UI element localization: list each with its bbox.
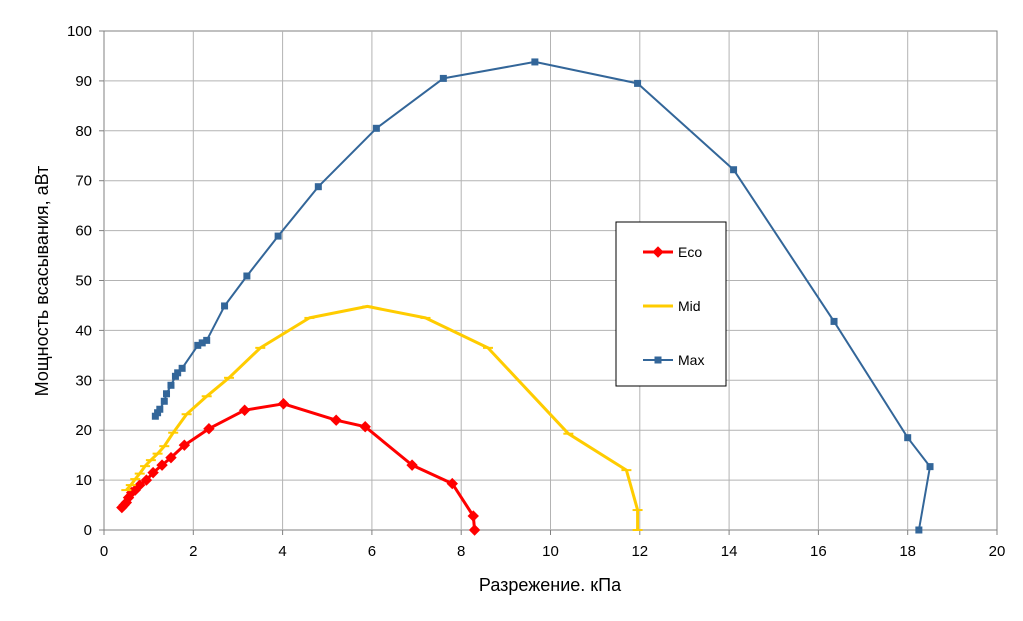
data-point-eco [330,414,342,426]
y-tick-label: 0 [84,522,92,539]
x-tick-label: 4 [278,543,286,560]
data-point-max [730,166,738,174]
legend-item-max: Max [643,352,704,368]
data-point-max [167,381,175,389]
data-point-max [830,317,838,325]
data-point-max [163,390,171,398]
x-tick-label: 16 [810,543,827,560]
y-tick-label: 20 [75,422,92,439]
data-point-max [178,364,186,372]
y-axis-title: Мощность всасывания, аВт [32,166,52,397]
data-point-max [156,405,164,413]
x-tick-label: 0 [100,543,108,560]
y-tick-label: 100 [67,23,92,40]
data-point-max [926,463,934,471]
y-tick-label: 90 [75,73,92,90]
data-point-eco [203,422,215,435]
data-point-eco [446,477,458,490]
legend-label: Eco [678,244,702,260]
legend-item-mid: Mid [643,298,701,314]
data-point-max [221,302,229,310]
gridlines [104,31,997,530]
data-point-eco [406,459,418,471]
data-point-eco [165,451,177,464]
data-point-max [904,434,912,442]
y-tick-label: 80 [75,123,92,140]
series-layer [116,58,934,536]
data-point-max [203,336,211,344]
y-tick-label: 50 [75,273,92,290]
y-tick-label: 30 [75,372,92,389]
x-tick-label: 6 [368,543,376,560]
x-tick-label: 8 [457,543,465,560]
data-point-max [634,79,642,87]
x-tick-label: 12 [631,543,648,560]
axes [99,30,998,535]
series-max [151,58,934,534]
data-point-max [439,74,447,82]
legend: Eco Mid Max [615,221,727,387]
series-mid [121,304,643,531]
data-point-max [314,183,322,191]
x-tick-label: 20 [989,543,1006,560]
x-tick-label: 2 [189,543,197,560]
data-point-max [160,397,168,405]
legend-box [615,221,727,387]
data-point-eco [156,459,168,471]
x-tick-label: 18 [899,543,916,560]
legend-label: Max [678,352,704,368]
data-point-max [274,232,282,240]
data-point-eco [238,404,251,416]
legend-marker [654,356,662,364]
data-point-max [243,272,251,280]
data-point-max [531,58,539,66]
series-eco [116,398,481,536]
data-point-eco [467,510,479,522]
data-point-eco [277,398,290,410]
data-point-eco [147,466,159,479]
data-point-eco [468,524,481,536]
legend-marker [652,246,664,258]
data-point-max [915,526,923,534]
data-point-eco [178,439,191,451]
x-tick-label: 10 [542,543,559,560]
data-point-eco [140,474,153,486]
y-tick-label: 60 [75,223,92,240]
y-tick-label: 40 [75,322,92,339]
data-point-max [174,369,182,377]
data-point-max [198,339,206,347]
x-tick-label: 14 [721,543,738,560]
data-point-eco [134,479,146,491]
x-axis-title: Разрежение. кПа [479,575,622,595]
tick-labels: 0 2 4 6 8 10 12 14 16 18 20 0 10 20 30 40 50 60 70 80 90 100 [67,23,1005,560]
y-tick-label: 70 [75,173,92,190]
data-point-eco [359,420,371,433]
legend-item-eco: Eco [643,244,702,260]
data-point-max [372,124,380,132]
legend-label: Mid [678,298,701,314]
data-point-max [194,341,202,349]
y-tick-label: 10 [75,472,92,489]
